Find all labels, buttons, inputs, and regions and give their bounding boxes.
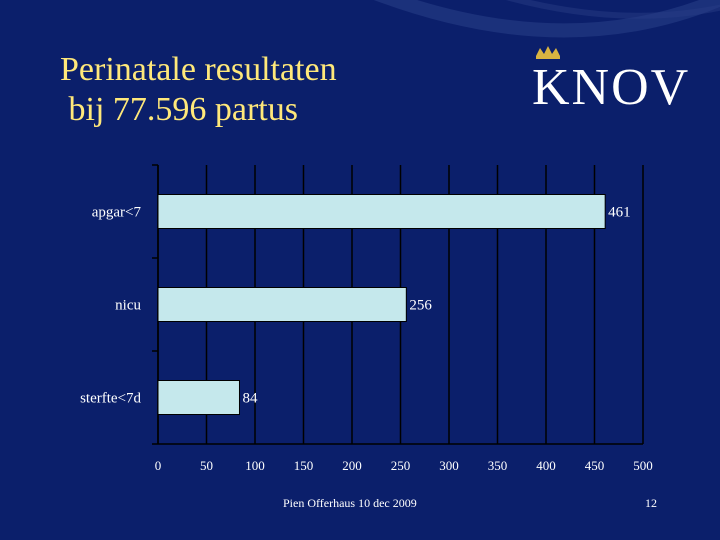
bar-sterfte-7d [157,380,240,415]
x-tick-label: 100 [245,458,265,473]
x-tick-label: 500 [633,458,653,473]
data-label: 461 [608,205,631,221]
x-tick-label: 300 [439,458,459,473]
category-label: apgar<7 [92,205,142,221]
title-line-1: Perinatale resultaten [60,51,337,88]
x-tick-label: 350 [488,458,508,473]
data-label: 256 [409,298,432,314]
x-tick-label: 200 [342,458,362,473]
bar-nicu [157,287,407,322]
category-label: sterfte<7d [80,391,141,407]
category-label: nicu [115,298,141,314]
x-tick-label: 450 [585,458,605,473]
slide-title: Perinatale resultaten bij 77.596 partus [60,50,337,130]
bar-apgar-7 [157,194,606,229]
crown-icon [536,46,560,59]
logo-text: KNOV [532,59,691,116]
x-tick-label: 150 [294,458,314,473]
knov-logo [536,46,560,59]
footer-text: Pien Offerhaus 10 dec 2009 [283,496,417,510]
page-number: 12 [645,496,657,510]
x-tick-label: 400 [536,458,556,473]
x-tick-label: 50 [200,458,213,473]
x-tick-label: 0 [155,458,162,473]
x-tick-label: 250 [391,458,411,473]
title-line-2: bij 77.596 partus [60,91,298,128]
data-label: 84 [242,391,257,407]
